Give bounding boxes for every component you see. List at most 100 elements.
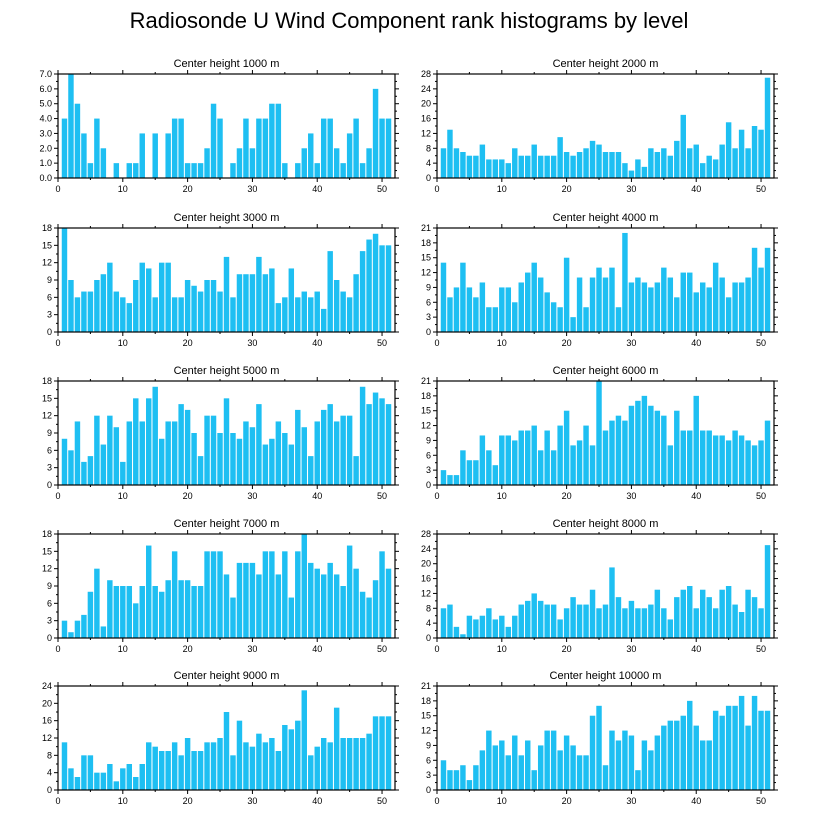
bar	[256, 118, 262, 178]
bar	[609, 567, 615, 638]
bar	[719, 144, 725, 178]
bar	[622, 163, 628, 178]
bar	[738, 612, 745, 638]
bar	[197, 163, 204, 178]
bar	[107, 580, 113, 638]
bar	[628, 600, 635, 638]
bar	[693, 292, 699, 332]
bar	[589, 715, 596, 790]
y-tick-label: 15	[42, 546, 52, 556]
x-tick-label: 20	[562, 644, 572, 654]
bar	[583, 307, 589, 332]
bar	[327, 251, 333, 332]
y-tick-label: 18	[42, 223, 52, 233]
x-tick-label: 30	[247, 644, 257, 654]
bar	[680, 430, 686, 485]
bar	[353, 568, 359, 638]
x-tick-label: 20	[562, 491, 572, 501]
bar	[570, 597, 576, 638]
bar	[654, 282, 661, 332]
bar	[236, 148, 243, 178]
bar	[576, 755, 583, 790]
bar	[249, 148, 256, 178]
bar	[262, 551, 269, 638]
y-tick-label: 15	[42, 393, 52, 403]
bar	[314, 421, 320, 485]
bar	[641, 608, 648, 638]
panel-title: Center height 2000 m	[553, 58, 659, 70]
bar	[327, 742, 333, 790]
bar	[699, 740, 706, 790]
bar	[557, 137, 563, 178]
bar	[152, 586, 158, 638]
bar	[466, 287, 473, 332]
bar	[223, 712, 230, 790]
bar	[275, 574, 282, 638]
bar	[699, 282, 706, 332]
bar	[589, 445, 596, 485]
bar	[719, 589, 725, 638]
bar	[460, 262, 466, 332]
bar	[557, 619, 563, 638]
bar	[269, 268, 275, 332]
y-tick-label: 16	[421, 574, 431, 584]
bar	[499, 159, 505, 178]
bar	[486, 450, 492, 485]
bar	[379, 398, 385, 485]
bar	[204, 551, 210, 638]
bar	[719, 277, 725, 332]
x-tick-label: 40	[691, 491, 701, 501]
bar	[94, 772, 100, 790]
y-tick-label: 6	[426, 755, 431, 765]
bar	[295, 551, 301, 638]
bar	[249, 274, 256, 332]
bar	[301, 534, 307, 638]
figure-title: Radiosonde U Wind Component rank histogr…	[129, 8, 689, 33]
bar	[74, 297, 81, 332]
x-tick-label: 30	[626, 338, 636, 348]
bar	[282, 551, 288, 638]
x-tick-label: 20	[183, 644, 193, 654]
x-tick-label: 30	[247, 491, 257, 501]
bar	[256, 733, 262, 790]
bar	[139, 586, 145, 638]
bar	[751, 247, 758, 332]
bar	[282, 297, 288, 332]
bar	[447, 604, 453, 638]
bar	[661, 267, 667, 332]
bar	[479, 750, 486, 790]
bar	[346, 133, 353, 178]
y-tick-label: 20	[421, 99, 431, 109]
bar	[320, 308, 327, 332]
x-tick-label: 20	[562, 338, 572, 348]
panel-title: Center height 8000 m	[553, 518, 659, 530]
bar	[570, 745, 576, 790]
bar	[100, 148, 107, 178]
bar	[301, 690, 307, 790]
x-tick-label: 30	[247, 184, 257, 194]
bar	[171, 297, 178, 332]
bar	[667, 720, 674, 790]
y-tick-label: 0	[47, 633, 52, 643]
bar	[372, 233, 379, 332]
bar	[158, 262, 165, 332]
bar	[223, 398, 230, 485]
bar	[249, 427, 256, 485]
bar	[184, 280, 191, 332]
bar	[353, 456, 359, 485]
bar	[275, 103, 282, 178]
bar	[635, 400, 641, 485]
panel-title: Center height 5000 m	[174, 365, 280, 377]
y-tick-label: 21	[421, 223, 431, 233]
bar	[745, 277, 751, 332]
bar	[204, 742, 210, 790]
bar	[466, 615, 473, 638]
y-tick-label: 12	[42, 733, 52, 743]
bar	[61, 620, 68, 638]
bar	[68, 632, 74, 638]
bar	[576, 152, 583, 178]
y-tick-label: 3	[47, 616, 52, 626]
bar	[667, 619, 674, 638]
y-tick-label: 15	[421, 406, 431, 416]
bar	[492, 159, 499, 178]
